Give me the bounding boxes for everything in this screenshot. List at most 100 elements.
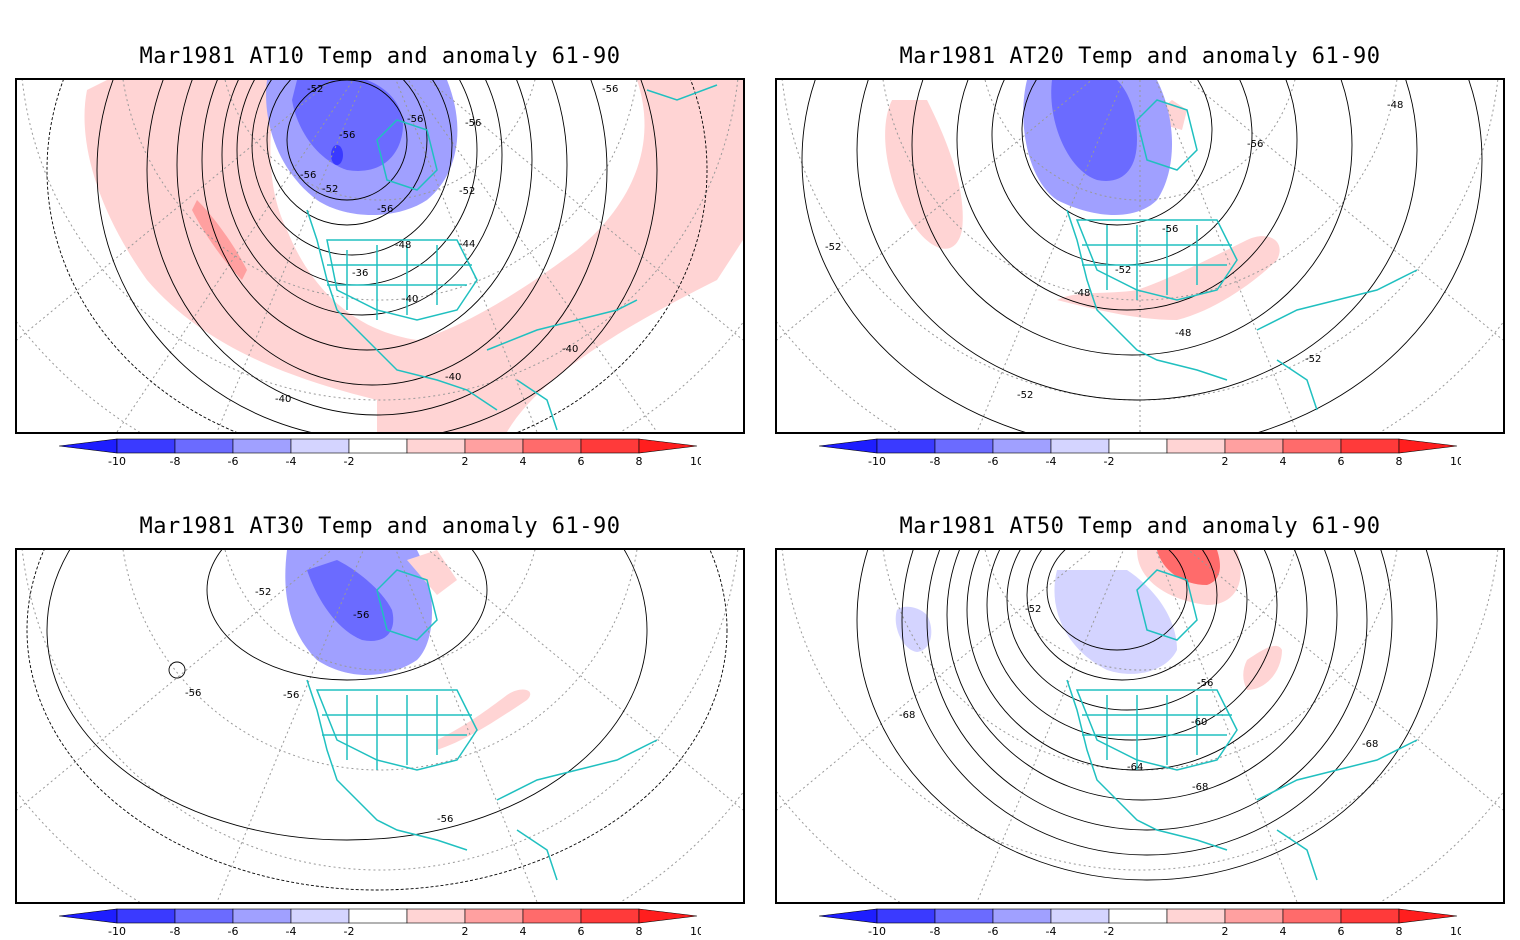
- colorbar-tick-label: 2: [462, 455, 469, 467]
- contour-label: -40: [562, 344, 578, 355]
- colorbar-tick-label: -2: [1104, 455, 1115, 467]
- colorbar-segment: [464, 438, 524, 454]
- map-at10[interactable]: -52 -56 -56 -56 -56 -52 -56 -52 -56 -48 …: [15, 78, 745, 434]
- colorbar-tick-label: 10: [1450, 925, 1461, 937]
- colorbar-segment: [1340, 908, 1400, 924]
- colorbar-tick-label: -6: [228, 455, 239, 467]
- colorbar-tick-label: -6: [988, 455, 999, 467]
- colorbar-tick-label: 10: [690, 455, 701, 467]
- panel-title: Mar1981 AT10 Temp and anomaly 61-90: [139, 44, 621, 69]
- colorbar-segment: [290, 908, 350, 924]
- contour-label: -56: [465, 118, 481, 129]
- colorbar-tick-label: 8: [1396, 925, 1403, 937]
- contour-label: -52: [1017, 390, 1033, 401]
- panel-title: Mar1981 AT20 Temp and anomaly 61-90: [899, 44, 1381, 69]
- contour-label: -52: [825, 242, 841, 253]
- colorbar-left-arrow: [819, 438, 878, 454]
- colorbar-segment: [1108, 908, 1168, 924]
- colorbar-tick-label: 4: [520, 455, 527, 467]
- colorbar-segment: [876, 908, 936, 924]
- colorbar-segment: [116, 438, 176, 454]
- colorbar: -10 -8 -6 -4 -2 2 4 6 8 10: [819, 438, 1461, 467]
- colorbar-left-arrow: [819, 908, 878, 924]
- colorbar-segment: [464, 908, 524, 924]
- contour-label: -52: [1115, 265, 1131, 276]
- map-at30[interactable]: -52 -56 -56 -56 -56: [15, 548, 745, 904]
- colorbar-tick-label: -10: [868, 925, 886, 937]
- contour-label: -56: [1197, 678, 1213, 689]
- colorbar-tick-label: -4: [286, 455, 297, 467]
- colorbar-segment: [876, 438, 936, 454]
- colorbar-segment: [1166, 438, 1226, 454]
- colorbar-tick-label: 10: [1450, 455, 1461, 467]
- colorbar-segment: [174, 908, 234, 924]
- colorbar-segment: [116, 908, 176, 924]
- contour-label: -52: [307, 84, 323, 95]
- contour-label: -68: [1362, 739, 1378, 750]
- contour-label: -52: [459, 186, 475, 197]
- colorbar-right-arrow: [638, 438, 698, 454]
- colorbar-segment: [522, 438, 582, 454]
- colorbar-tick-label: 2: [1222, 925, 1229, 937]
- colorbar-tick-label: 4: [1280, 455, 1287, 467]
- colorbar-tick-label: 8: [1396, 455, 1403, 467]
- colorbar-tick-label: 4: [520, 925, 527, 937]
- colorbar-segment: [1282, 438, 1342, 454]
- colorbar-tick-label: 10: [690, 925, 701, 937]
- contour-label: -56: [1162, 224, 1178, 235]
- colorbar-segment: [290, 438, 350, 454]
- colorbar-segment: [406, 908, 466, 924]
- contour-label: -52: [255, 587, 271, 598]
- contour-label: -68: [1192, 782, 1208, 793]
- colorbar-tick-label: 4: [1280, 925, 1287, 937]
- colorbar-left-arrow: [59, 438, 118, 454]
- colorbar-tick-label: -10: [108, 925, 126, 937]
- contour-label: -48: [1175, 328, 1191, 339]
- contour-label: -48: [395, 240, 411, 251]
- contour-label: -36: [352, 268, 368, 279]
- contour-label: -68: [899, 710, 915, 721]
- colorbar-tick-label: 8: [636, 925, 643, 937]
- panel-at20: Mar1981 AT20 Temp and anomaly 61-90: [775, 0, 1505, 470]
- contour-label: -56: [377, 204, 393, 215]
- panel-at30: Mar1981 AT30 Temp and anomaly 61-90: [15, 470, 745, 940]
- colorbar-tick-label: -2: [344, 455, 355, 467]
- colorbar-tick-label: 6: [578, 455, 585, 467]
- colorbar-segment: [992, 908, 1052, 924]
- colorbar-tick-label: -8: [170, 925, 181, 937]
- contour-label: -60: [1191, 717, 1207, 728]
- colorbar-right-arrow: [638, 908, 698, 924]
- colorbar-right-arrow: [1398, 438, 1458, 454]
- colorbar-tick-label: -6: [228, 925, 239, 937]
- contour-label: -52: [322, 184, 338, 195]
- contour-label: -56: [339, 130, 355, 141]
- map-at20[interactable]: -48 -56 -52 -56 -52 -48 -48 -52 -52: [775, 78, 1505, 434]
- colorbar: -10 -8 -6 -4 -2 2 4 6 8 10: [59, 438, 701, 467]
- colorbar-segment: [1050, 438, 1110, 454]
- colorbar-segment: [1224, 908, 1284, 924]
- contour-label: -44: [459, 239, 475, 250]
- colorbar-tick-label: -8: [930, 455, 941, 467]
- colorbar-tick-label: 6: [578, 925, 585, 937]
- contour-label: -56: [602, 84, 618, 95]
- colorbar-right-arrow: [1398, 908, 1458, 924]
- contour-label: -40: [402, 294, 418, 305]
- colorbar-tick-label: -4: [286, 925, 297, 937]
- colorbar-tick-label: 8: [636, 455, 643, 467]
- colorbar-tick-label: -8: [930, 925, 941, 937]
- contour-label: -56: [1247, 139, 1263, 150]
- colorbar-segment: [348, 438, 408, 454]
- colorbar-tick-label: -2: [1104, 925, 1115, 937]
- contour-label: -64: [1127, 762, 1143, 773]
- colorbar-segment: [174, 438, 234, 454]
- colorbar-tick-label: 6: [1338, 925, 1345, 937]
- map-at50[interactable]: -52 -68 -56 -60 -64 -68 -68: [775, 548, 1505, 904]
- colorbar-segment: [1108, 438, 1168, 454]
- colorbar-tick-label: -4: [1046, 455, 1057, 467]
- contour-label: -52: [1025, 604, 1041, 615]
- colorbar-segment: [232, 438, 292, 454]
- colorbar-tick-label: -2: [344, 925, 355, 937]
- colorbar-tick-label: -10: [108, 455, 126, 467]
- contour-label: -56: [283, 690, 299, 701]
- colorbar-segment: [992, 438, 1052, 454]
